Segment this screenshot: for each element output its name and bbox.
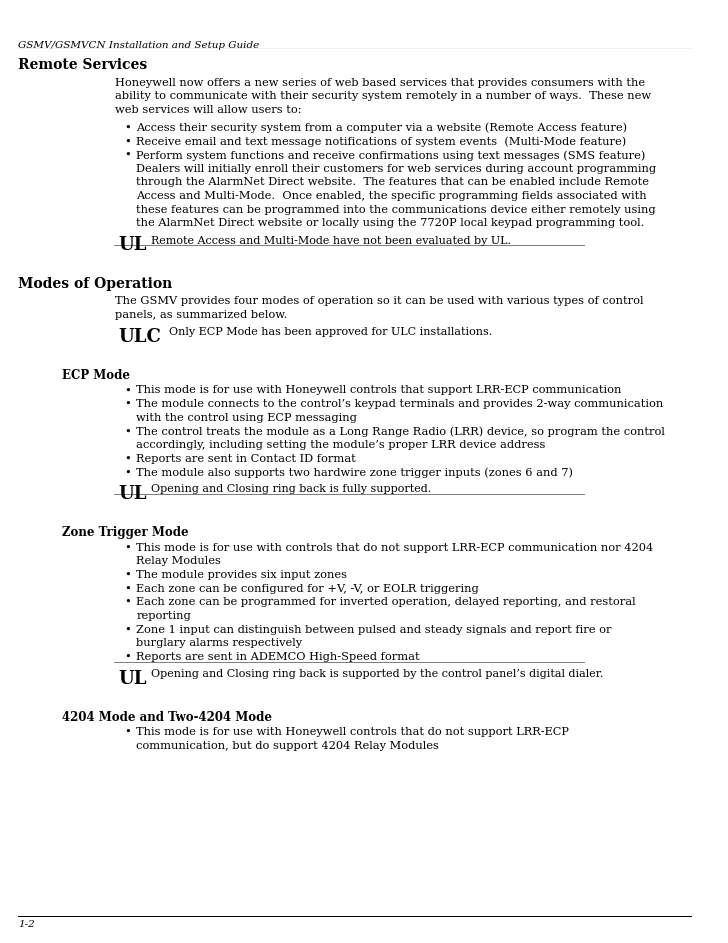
Text: communication, but do support 4204 Relay Modules: communication, but do support 4204 Relay… [136,741,439,751]
Text: Access and Multi-Mode.  Once enabled, the specific programming fields associated: Access and Multi-Mode. Once enabled, the… [136,191,646,201]
Text: reporting: reporting [136,611,191,620]
Text: with the control using ECP messaging: with the control using ECP messaging [136,413,357,422]
Text: The module provides six input zones: The module provides six input zones [136,570,347,580]
Text: UL: UL [118,236,146,255]
Text: The module also supports two hardwire zone trigger inputs (zones 6 and 7): The module also supports two hardwire zo… [136,468,573,478]
Text: •: • [124,584,130,593]
Text: Reports are sent in Contact ID format: Reports are sent in Contact ID format [136,454,356,464]
Text: Perform system functions and receive confirmations using text messages (SMS feat: Perform system functions and receive con… [136,150,646,160]
Text: •: • [124,399,130,409]
Text: Dealers will initially enroll their customers for web services during account pr: Dealers will initially enroll their cust… [136,164,656,174]
Text: This mode is for use with Honeywell controls that support LRR-ECP communication: This mode is for use with Honeywell cont… [136,386,622,395]
Text: UL: UL [118,670,146,687]
Text: •: • [124,652,130,662]
Text: UL: UL [118,485,146,503]
Text: •: • [124,150,130,160]
Text: Zone Trigger Mode: Zone Trigger Mode [62,526,189,539]
Text: GSMV/GSMVCN Installation and Setup Guide: GSMV/GSMVCN Installation and Setup Guide [18,41,259,51]
Text: burglary alarms respectively: burglary alarms respectively [136,638,302,648]
Text: Opening and Closing ring back is supported by the control panel’s digital dialer: Opening and Closing ring back is support… [151,669,603,679]
Text: •: • [124,123,130,133]
Text: •: • [124,454,130,464]
Text: •: • [124,468,130,477]
Text: •: • [124,570,130,580]
Text: 4204 Mode and Two-4204 Mode: 4204 Mode and Two-4204 Mode [62,711,272,723]
Text: web services will allow users to:: web services will allow users to: [115,105,301,115]
Text: Honeywell now offers a new series of web based services that provides consumers : Honeywell now offers a new series of web… [115,77,645,88]
Text: Receive email and text message notifications of system events  (Multi-Mode featu: Receive email and text message notificat… [136,137,626,147]
Text: Modes of Operation: Modes of Operation [18,277,173,291]
Text: •: • [124,386,130,395]
Text: The GSMV provides four modes of operation so it can be used with various types o: The GSMV provides four modes of operatio… [115,296,644,306]
Text: •: • [124,542,130,553]
Text: through the AlarmNet Direct website.  The features that can be enabled include R: through the AlarmNet Direct website. The… [136,177,649,188]
Text: Access their security system from a computer via a website (Remote Access featur: Access their security system from a comp… [136,123,628,133]
Text: ECP Mode: ECP Mode [62,369,130,382]
Text: Only ECP Mode has been approved for ULC installations.: Only ECP Mode has been approved for ULC … [169,327,492,338]
Text: the AlarmNet Direct website or locally using the 7720P local keypad programming : the AlarmNet Direct website or locally u… [136,219,644,228]
Text: •: • [124,137,130,146]
Text: Remote Access and Multi-Mode have not been evaluated by UL.: Remote Access and Multi-Mode have not be… [151,236,511,245]
Text: Remote Services: Remote Services [18,58,148,73]
Text: This mode is for use with Honeywell controls that do not support LRR-ECP: This mode is for use with Honeywell cont… [136,727,569,737]
Text: Zone 1 input can distinguish between pulsed and steady signals and report fire o: Zone 1 input can distinguish between pul… [136,624,612,635]
Text: The control treats the module as a Long Range Radio (LRR) device, so program the: The control treats the module as a Long … [136,426,665,437]
Text: Reports are sent in ADEMCO High-Speed format: Reports are sent in ADEMCO High-Speed fo… [136,652,420,662]
Text: This mode is for use with controls that do not support LRR-ECP communication nor: This mode is for use with controls that … [136,542,654,553]
Text: panels, as summarized below.: panels, as summarized below. [115,310,288,320]
Text: •: • [124,426,130,437]
Text: ULC: ULC [118,328,161,346]
Text: 1-2: 1-2 [18,920,35,930]
Text: The module connects to the control’s keypad terminals and provides 2-way communi: The module connects to the control’s key… [136,399,663,409]
Text: ability to communicate with their security system remotely in a number of ways. : ability to communicate with their securi… [115,91,651,101]
Text: •: • [124,727,130,737]
Text: Relay Modules: Relay Modules [136,556,221,566]
Text: these features can be programmed into the communications device either remotely : these features can be programmed into th… [136,205,656,215]
Text: •: • [124,597,130,607]
Text: accordingly, including setting the module’s proper LRR device address: accordingly, including setting the modul… [136,440,545,450]
Text: Each zone can be programmed for inverted operation, delayed reporting, and resto: Each zone can be programmed for inverted… [136,597,636,607]
Text: Opening and Closing ring back is fully supported.: Opening and Closing ring back is fully s… [151,485,431,494]
Text: Each zone can be configured for +V, -V, or EOLR triggering: Each zone can be configured for +V, -V, … [136,584,479,593]
Text: •: • [124,624,130,635]
